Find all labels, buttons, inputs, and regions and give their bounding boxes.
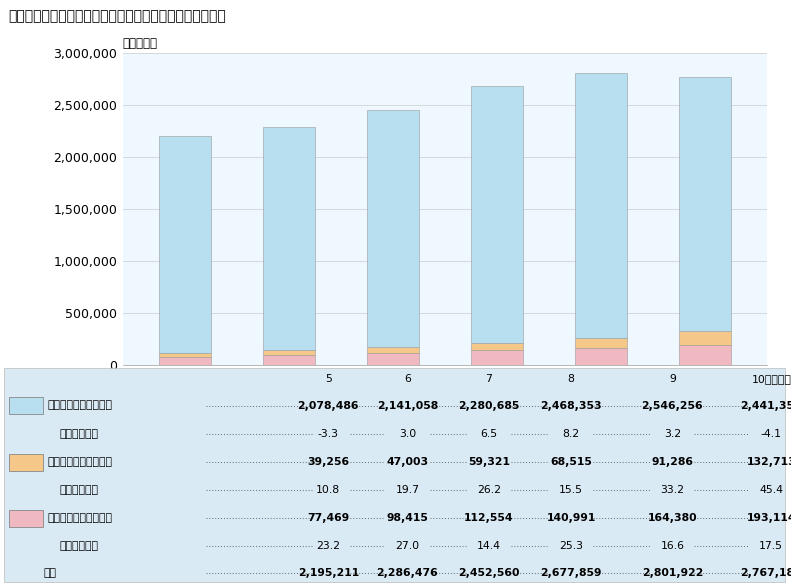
Bar [263,354,315,365]
Text: 10（年度）: 10（年度） [751,374,791,384]
Text: 2,078,486: 2,078,486 [297,401,359,411]
Text: 33.2: 33.2 [660,485,684,495]
Text: 16.6: 16.6 [660,541,684,551]
Bar [679,331,731,345]
Text: -3.3: -3.3 [318,429,339,439]
Bar [679,345,731,365]
Text: 合計: 合計 [44,568,56,579]
Text: 2,468,353: 2,468,353 [540,401,602,411]
Text: 59,321: 59,321 [467,457,510,467]
Text: 増減率（％）: 増減率（％） [59,429,98,439]
Text: 2,767,186: 2,767,186 [740,568,791,579]
Text: （百万円）: （百万円） [123,37,157,50]
Text: 132,713: 132,713 [747,457,791,467]
Text: 77,469: 77,469 [307,513,350,523]
Text: 6.5: 6.5 [480,429,498,439]
Text: 8: 8 [568,374,574,384]
Text: 10.8: 10.8 [316,485,340,495]
Text: ケーブルテレビ事業者: ケーブルテレビ事業者 [47,513,112,523]
Text: 2,452,560: 2,452,560 [458,568,520,579]
Text: 25.3: 25.3 [559,541,583,551]
Text: 図表　民間放送事業者の営業収益と前年度比増減率の推移: 図表 民間放送事業者の営業収益と前年度比増減率の推移 [8,9,225,23]
Bar [471,343,523,350]
Text: 14.4: 14.4 [477,541,501,551]
Text: -4.1: -4.1 [761,429,782,439]
Text: 2,280,685: 2,280,685 [458,401,520,411]
Text: 2,141,058: 2,141,058 [377,401,438,411]
Bar [367,347,419,353]
FancyBboxPatch shape [9,397,43,413]
Text: 衛星系民間放送事業者: 衛星系民間放送事業者 [47,457,112,467]
Text: 15.5: 15.5 [559,485,583,495]
Text: 19.7: 19.7 [396,485,419,495]
Text: 増減率（％）: 増減率（％） [59,541,98,551]
Text: 増減率（％）: 増減率（％） [59,485,98,495]
Text: 9: 9 [669,374,676,384]
Text: 27.0: 27.0 [396,541,419,551]
Text: 6: 6 [404,374,411,384]
Text: 7: 7 [486,374,492,384]
Text: 8.2: 8.2 [562,429,580,439]
Bar [159,353,211,357]
Text: 2,286,476: 2,286,476 [377,568,438,579]
Text: 68,515: 68,515 [551,457,592,467]
Text: 17.5: 17.5 [759,541,783,551]
Text: 2,195,211: 2,195,211 [297,568,359,579]
Text: 2,546,256: 2,546,256 [642,401,703,411]
Bar [679,77,731,331]
Bar [159,357,211,365]
Bar [159,137,211,353]
Text: 140,991: 140,991 [547,513,596,523]
Bar [575,348,627,365]
Text: 地上系民間放送事業者: 地上系民間放送事業者 [47,401,112,411]
FancyBboxPatch shape [9,510,43,527]
Bar [575,338,627,348]
Text: 47,003: 47,003 [386,457,429,467]
Text: 164,380: 164,380 [648,513,697,523]
Bar [575,73,627,338]
Bar [263,127,315,350]
Text: 98,415: 98,415 [387,513,428,523]
Text: 112,554: 112,554 [464,513,513,523]
Text: 2,677,859: 2,677,859 [540,568,602,579]
Text: 2,801,922: 2,801,922 [642,568,703,579]
Text: 39,256: 39,256 [307,457,350,467]
Text: 23.2: 23.2 [316,541,340,551]
Text: 45.4: 45.4 [759,485,783,495]
Text: 91,286: 91,286 [651,457,694,467]
Text: 3.0: 3.0 [399,429,416,439]
Bar [367,110,419,347]
Text: 193,114: 193,114 [747,513,791,523]
Bar [367,353,419,365]
FancyBboxPatch shape [9,454,43,471]
Text: 3.2: 3.2 [664,429,681,439]
Bar [263,350,315,354]
Text: 5: 5 [325,374,331,384]
Bar [471,86,523,343]
Text: 2,441,359: 2,441,359 [740,401,791,411]
FancyBboxPatch shape [4,369,785,582]
Text: 26.2: 26.2 [477,485,501,495]
Bar [471,350,523,365]
